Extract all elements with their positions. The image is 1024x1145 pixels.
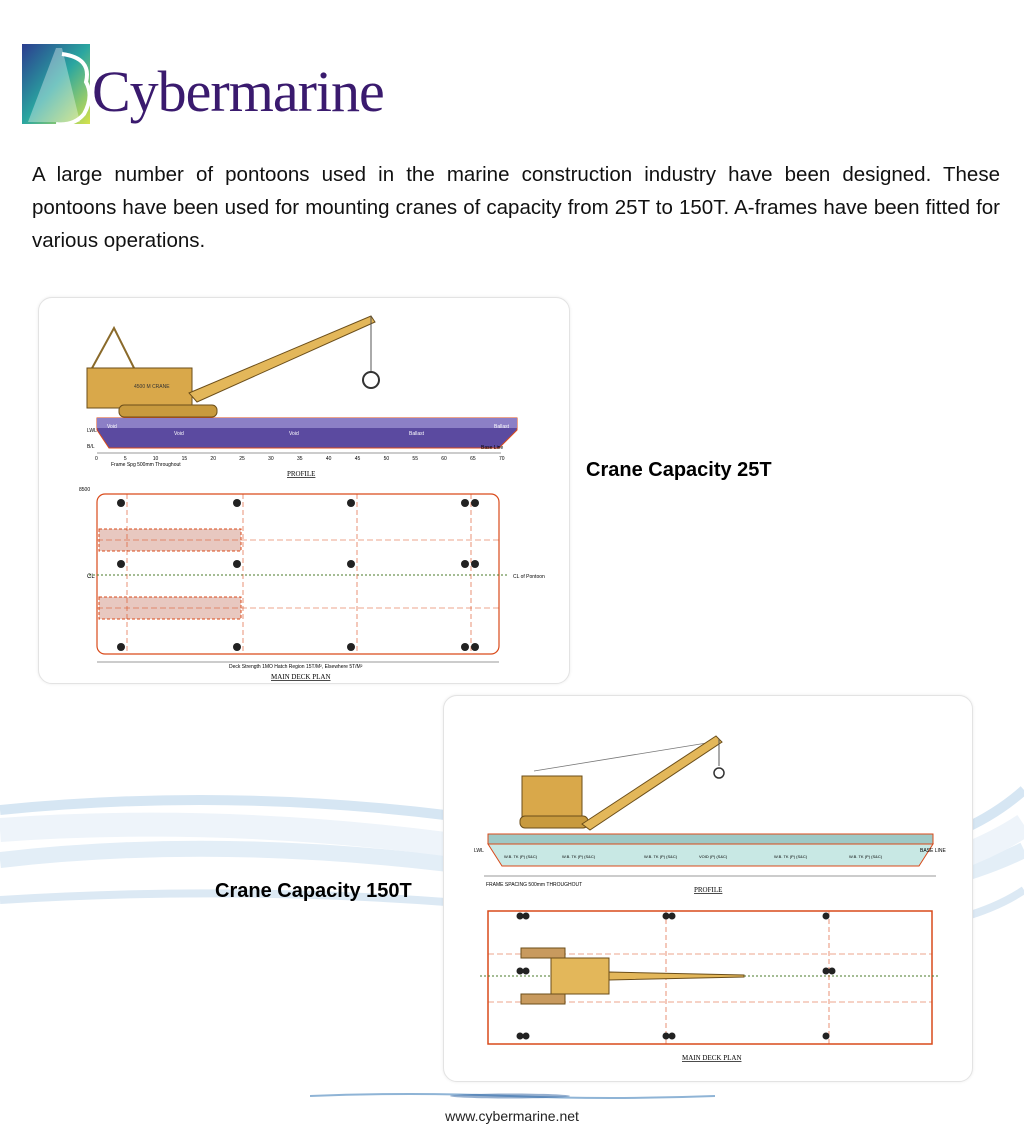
svg-text:Void: Void bbox=[174, 431, 184, 437]
svg-text:FRAME SPACING 500mm THROUGHOUT: FRAME SPACING 500mm THROUGHOUT bbox=[486, 882, 582, 888]
drawing-panel-25t: 4500 M CRANE Void Void Void Ballast Ball… bbox=[38, 297, 570, 684]
svg-text:B/L: B/L bbox=[87, 444, 95, 450]
svg-text:W.B. TK (P) (S&C): W.B. TK (P) (S&C) bbox=[774, 854, 808, 859]
frame-tick-label: 5 bbox=[124, 456, 127, 462]
svg-text:Ballast: Ballast bbox=[494, 424, 510, 430]
svg-text:W.B. TK (P) (S&C): W.B. TK (P) (S&C) bbox=[504, 854, 538, 859]
crane-25t-label: 4500 M CRANE bbox=[134, 384, 170, 390]
svg-text:Ballast: Ballast bbox=[409, 431, 425, 437]
svg-text:W.B. TK (P) (S&C): W.B. TK (P) (S&C) bbox=[849, 854, 883, 859]
main-deck-title-150t: MAIN DECK PLAN bbox=[682, 1054, 742, 1062]
svg-text:Base Line: Base Line bbox=[481, 445, 503, 451]
pontoon-25t-drawing: 4500 M CRANE Void Void Void Ballast Ball… bbox=[79, 315, 545, 681]
footer-divider bbox=[310, 1093, 715, 1099]
frame-tick-label: 40 bbox=[326, 456, 332, 462]
cybermarine-logo bbox=[22, 44, 92, 127]
frame-tick-label: 50 bbox=[384, 456, 390, 462]
svg-text:LWL: LWL bbox=[87, 428, 97, 434]
crane-25t: 4500 M CRANE bbox=[86, 315, 380, 418]
frame-tick-label: 0 bbox=[95, 456, 98, 462]
svg-text:Void: Void bbox=[107, 424, 117, 430]
frame-tick-label: 55 bbox=[412, 456, 418, 462]
svg-text:8500: 8500 bbox=[79, 487, 90, 493]
svg-text:BASE LINE: BASE LINE bbox=[920, 848, 947, 854]
svg-text:CL: CL bbox=[87, 574, 95, 580]
caption-crane-150t: Crane Capacity 150T bbox=[215, 880, 412, 902]
intro-paragraph: A large number of pontoons used in the m… bbox=[32, 163, 1000, 252]
svg-text:Void: Void bbox=[289, 431, 299, 437]
svg-text:CL of Pontoon: CL of Pontoon bbox=[513, 574, 545, 580]
frame-tick-label: 15 bbox=[182, 456, 188, 462]
caption-crane-25t: Crane Capacity 25T bbox=[586, 459, 772, 481]
drawing-panel-150t: LWL BASE LINE W.B. TK (P) (S&C) W.B. TK … bbox=[443, 695, 973, 1082]
brand-name: Cybermarine bbox=[92, 59, 385, 124]
frame-tick-label: 65 bbox=[470, 456, 476, 462]
frame-tick-label: 60 bbox=[441, 456, 447, 462]
svg-text:Deck Strength 1MO Hatch Region: Deck Strength 1MO Hatch Region 15T/M², E… bbox=[229, 664, 363, 670]
profile-title-25t: PROFILE bbox=[287, 470, 315, 478]
frame-tick-label: 35 bbox=[297, 456, 303, 462]
frame-tick-label: 10 bbox=[153, 456, 159, 462]
svg-text:W.B. TK (P) (S&C): W.B. TK (P) (S&C) bbox=[562, 854, 596, 859]
frame-tick-label: 20 bbox=[210, 456, 216, 462]
footer-url: www.cybermarine.net bbox=[445, 1108, 579, 1124]
svg-text:VOID (P) (S&C): VOID (P) (S&C) bbox=[699, 854, 728, 859]
frame-tick-label: 45 bbox=[355, 456, 361, 462]
crane-150t bbox=[519, 735, 725, 831]
main-deck-title-25t: MAIN DECK PLAN bbox=[271, 673, 331, 681]
svg-text:Frame Spg 500mm Throughout: Frame Spg 500mm Throughout bbox=[111, 462, 181, 468]
frame-tick-label: 70 bbox=[499, 456, 505, 462]
frame-tick-label: 30 bbox=[268, 456, 274, 462]
pontoon-150t-drawing: LWL BASE LINE W.B. TK (P) (S&C) W.B. TK … bbox=[474, 735, 947, 1062]
svg-text:W.B. TK (P) (S&C): W.B. TK (P) (S&C) bbox=[644, 854, 678, 859]
profile-title-150t: PROFILE bbox=[694, 886, 722, 894]
svg-text:LWL: LWL bbox=[474, 848, 484, 854]
frame-tick-labels-25t: 0 5 10 15 20 25 30 35 40 45 50 55 60 65 70 bbox=[95, 456, 505, 462]
frame-tick-label: 25 bbox=[239, 456, 245, 462]
